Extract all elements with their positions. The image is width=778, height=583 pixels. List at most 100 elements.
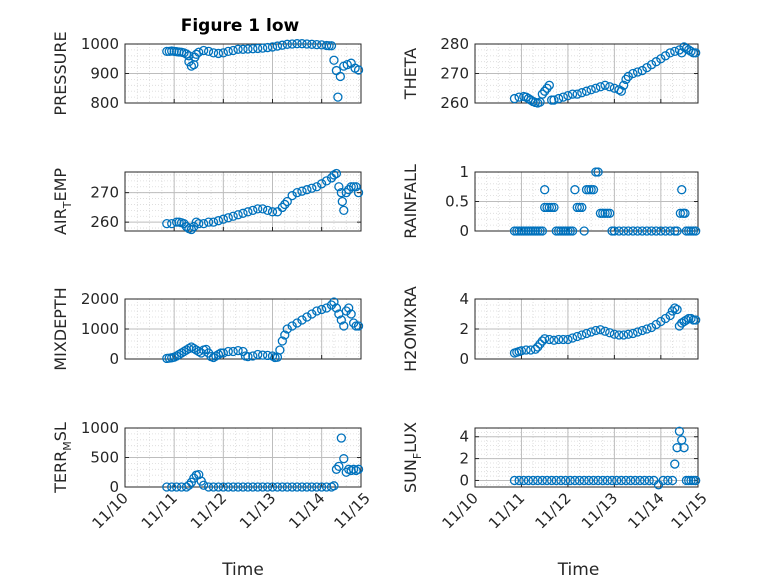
data-point (621, 475, 631, 486)
data-point (228, 211, 238, 221)
y-axis-label-subscript: M (61, 441, 74, 451)
data-point (339, 205, 349, 216)
data-point (632, 226, 643, 236)
data-point (588, 185, 599, 195)
data-point (625, 475, 636, 486)
data-point (213, 216, 224, 226)
x-tick-label: 11/15 (331, 489, 374, 532)
data-point (194, 47, 204, 57)
data-point (637, 226, 647, 236)
data-point (577, 88, 587, 98)
data-point (218, 214, 228, 224)
data-point (680, 208, 690, 218)
data-point (656, 226, 666, 236)
data-point (348, 318, 359, 328)
data-point (674, 426, 685, 436)
data-point (233, 482, 243, 492)
data-point (223, 482, 233, 492)
data-point (651, 319, 661, 330)
data-point (346, 309, 356, 319)
figure-title: Figure 1 low (181, 16, 300, 36)
data-point (667, 475, 678, 486)
data-point (628, 68, 638, 79)
data-point (607, 475, 617, 486)
y-tick-label: 0 (459, 471, 469, 489)
data-point (258, 43, 268, 53)
y-axis-label-part: AIR (51, 208, 70, 235)
data-point (542, 83, 552, 93)
data-point (658, 475, 668, 486)
data-point (549, 202, 559, 213)
data-point (267, 482, 278, 492)
data-point (614, 330, 624, 340)
data-point (321, 303, 332, 313)
x-tick-label: 11/13 (578, 489, 621, 532)
data-point (612, 475, 622, 486)
data-point (572, 89, 582, 99)
y-tick-label: 0 (109, 478, 119, 496)
data-point (176, 348, 187, 358)
data-point (329, 170, 339, 180)
y-axis-label-part: EMP (51, 168, 70, 202)
data-point (186, 342, 197, 352)
y-axis-label: SUNFLUX (401, 422, 424, 493)
data-point (243, 44, 253, 54)
data-point (191, 49, 201, 59)
data-point (282, 39, 292, 49)
data-point (516, 346, 527, 356)
data-point (307, 39, 317, 49)
data-point (302, 39, 312, 49)
data-point (262, 42, 273, 53)
data-point (287, 321, 297, 331)
data-point (686, 313, 696, 324)
data-point (563, 90, 573, 101)
data-point (595, 325, 606, 335)
data-point (665, 310, 675, 321)
data-point (346, 182, 356, 192)
data-point (600, 326, 610, 336)
data-point (213, 349, 224, 360)
data-point (186, 61, 197, 71)
data-point (579, 226, 589, 236)
x-tick-label: 11/13 (236, 489, 279, 532)
data-point (351, 321, 361, 331)
data-point (563, 334, 573, 345)
x-axis-label: Time (221, 560, 264, 580)
y-tick-label: 4 (459, 428, 469, 446)
data-point (317, 304, 327, 315)
data-point (632, 327, 643, 337)
data-point (609, 329, 620, 339)
data-point (329, 297, 339, 307)
data-point (637, 65, 647, 76)
data-point (297, 39, 307, 49)
data-point (670, 303, 680, 313)
data-point (528, 475, 538, 486)
data-point (353, 65, 364, 75)
data-point (533, 475, 543, 486)
data-point (353, 187, 364, 198)
data-point (639, 475, 650, 486)
y-tick-label: 260 (90, 213, 119, 231)
data-point (223, 213, 233, 223)
data-point (344, 303, 354, 313)
data-point (292, 318, 302, 328)
y-tick-label: 4 (459, 290, 469, 308)
x-tick-label: 11/12 (531, 489, 574, 532)
data-point (353, 321, 364, 331)
y-axis-label-part: LUX (401, 422, 420, 453)
data-point (514, 92, 524, 102)
data-point (540, 86, 550, 96)
data-point (297, 482, 307, 492)
data-point (321, 176, 332, 186)
data-point (326, 300, 337, 310)
data-point (591, 325, 601, 336)
data-point (248, 482, 258, 492)
data-point (275, 345, 285, 355)
data-point (588, 475, 599, 486)
data-point (184, 57, 194, 67)
data-point (189, 221, 199, 232)
data-point (509, 475, 520, 486)
subplot-mixdepth: 0 1000 2000 MIXDEPTH (51, 287, 364, 371)
data-point (174, 349, 184, 360)
